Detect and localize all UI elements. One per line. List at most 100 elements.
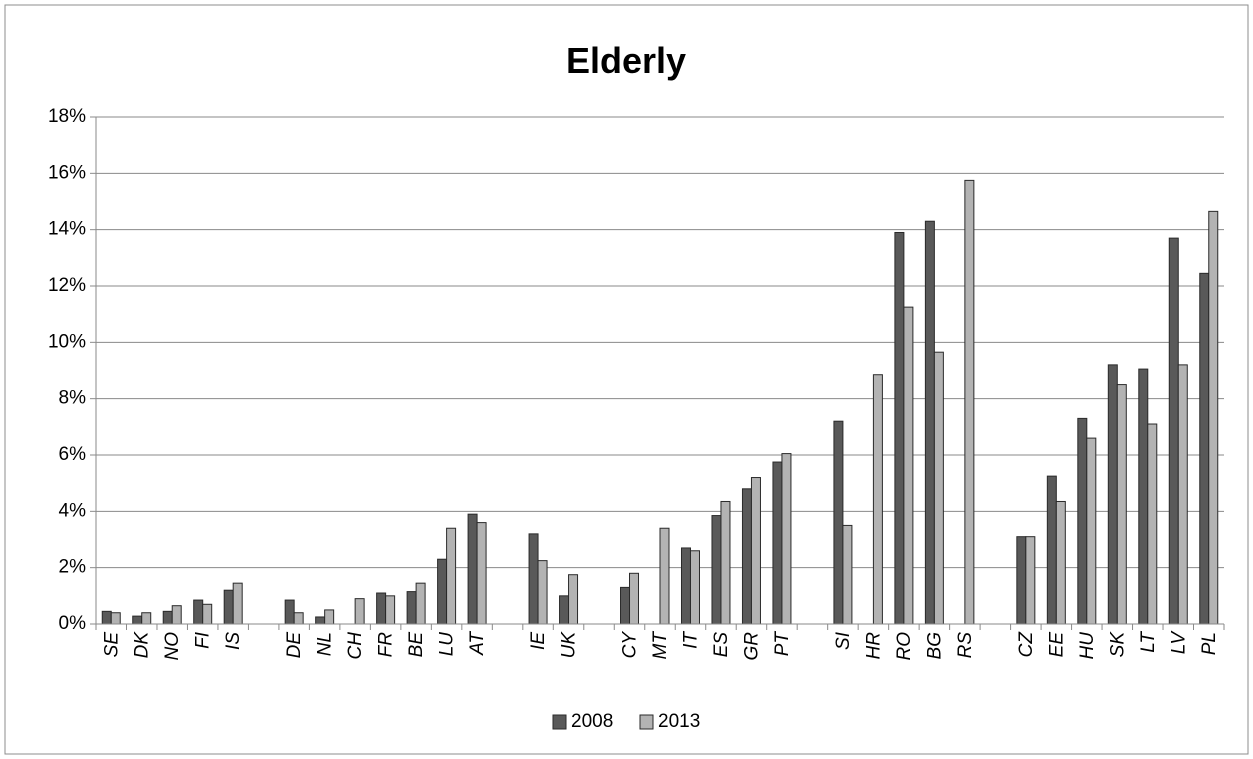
bar-2008-uk [559,595,570,625]
x-tick-label: NL [315,632,336,656]
bar-2013-pl [1208,210,1219,625]
y-tick-label: 10% [48,331,86,352]
bar-2008-hu [1077,417,1088,625]
x-tick-label: IE [528,632,549,650]
x-tick-label: HU [1077,632,1098,660]
bar-2008-ee [1046,475,1057,625]
bar-2008-sk [1107,364,1118,625]
bar-2013-no [171,605,182,625]
y-tick-label: 12% [48,275,86,296]
x-tick-label: IT [681,631,702,649]
bar-2013-gr [750,477,761,625]
x-tick-label: HR [863,632,884,660]
bar-2013-de [293,612,304,625]
bar-2008-si [833,420,844,625]
bar-2013-fi [202,603,213,625]
legend-label-2008: 2008 [571,711,613,732]
legend-label-2013: 2013 [658,711,700,732]
bar-2008-it [680,547,691,625]
bar-2008-is [223,589,234,625]
x-tick-label: EE [1046,632,1067,658]
legend-swatch-2013 [639,714,654,730]
x-tick-label: FI [193,631,214,649]
y-tick-label: 14% [48,219,86,240]
bar-2013-hu [1086,437,1097,625]
x-tick-label: SI [833,631,854,650]
axes [90,116,1225,630]
x-tick-label: DK [132,631,153,659]
y-tick-label: 18% [48,106,86,127]
x-tick-label: FR [376,632,397,658]
bar-2013-bg [933,351,944,625]
bar-2013-ro [903,306,914,625]
x-tick-label: CZ [1016,631,1037,658]
tick-labels: 0% 2% 4% 6% 8% 10% 12% 14% 16% 18% SE DK NO FI IS DE NL C… [48,106,1220,660]
bar-2013-rs [964,179,975,625]
bar-2013-lt [1147,423,1158,625]
bar-2008-cz [1016,536,1027,625]
y-tick-label: 16% [48,162,86,183]
bar-2013-sk [1116,384,1127,625]
legend: 2008 2013 [552,711,700,732]
bar-2008-pl [1199,272,1210,625]
bar-2008-ro [894,231,905,625]
x-tick-label: RS [955,632,976,659]
bar-2013-lv [1177,364,1188,625]
bar-2013-cy [629,572,640,625]
bar-2013-dk [141,612,152,625]
bar-2013-uk [568,574,579,625]
bar-2013-it [689,550,700,625]
bar-2013-ch [354,598,365,625]
bar-2008-lt [1138,368,1149,625]
bar-2013-se [110,612,121,625]
bar-2008-cy [620,586,631,625]
x-tick-label: LU [437,632,458,657]
bar-2008-at [467,513,478,625]
bar-2008-se [101,610,112,625]
x-tick-label: NO [162,632,183,661]
bar-2013-mt [659,527,670,625]
bar-2013-at [476,522,487,625]
x-tick-label: PT [772,631,793,657]
x-tick-label: DE [284,632,305,659]
bar-2008-dk [132,615,143,625]
x-tick-label: ES [711,632,732,658]
bar-2013-pt [781,453,792,625]
bar-2008-no [162,610,173,625]
x-tick-label: PL [1199,632,1220,655]
bar-2008-es [711,515,722,625]
bar-2013-ee [1055,500,1066,625]
x-tick-label: RO [894,632,915,661]
y-tick-label: 4% [59,500,87,521]
x-tick-label: SE [101,632,122,658]
bar-2013-ie [537,560,548,625]
x-tick-label: IS [223,632,244,650]
bar-2008-pt [772,461,783,625]
bar-2008-nl [315,616,326,625]
x-tick-label: MT [650,631,671,660]
x-tick-label: BE [406,632,427,658]
bar-2013-es [720,500,731,625]
y-tick-label: 8% [59,388,87,409]
bar-2013-fr [385,595,396,625]
bars [101,179,1219,625]
y-tick-label: 6% [59,444,87,465]
bar-2008-be [406,591,417,625]
bar-2008-gr [741,488,752,625]
bar-2013-nl [324,609,335,625]
bar-2013-lu [446,527,457,625]
bar-2008-lu [437,558,448,625]
x-tick-label: SK [1107,631,1128,658]
bar-2013-hr [872,374,883,625]
x-tick-label: LV [1168,630,1189,655]
bar-2008-ie [528,533,539,625]
bar-2013-is [232,582,243,625]
y-tick-label: 0% [59,613,87,634]
y-tick-label: 2% [59,557,87,578]
bar-2008-fr [376,592,387,625]
bar-2013-cz [1025,536,1036,625]
x-tick-label: GR [741,632,762,661]
x-tick-label: BG [924,632,945,659]
